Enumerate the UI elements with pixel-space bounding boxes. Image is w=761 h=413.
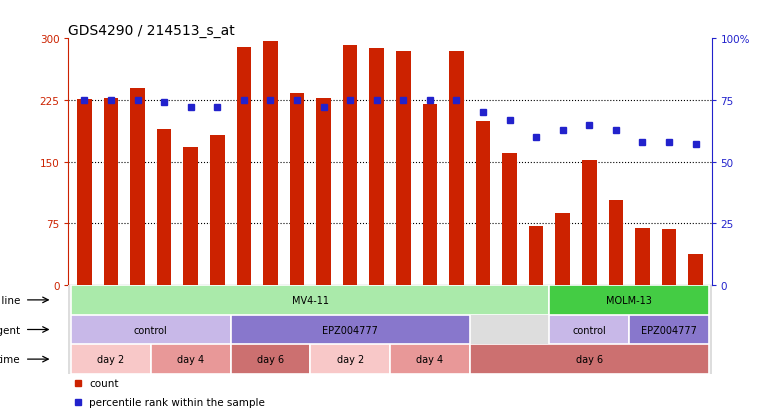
- Bar: [71, 285, 549, 315]
- Text: day 6: day 6: [257, 354, 284, 364]
- Bar: [582, 161, 597, 285]
- Text: EPZ004777: EPZ004777: [641, 325, 697, 335]
- Text: cell line: cell line: [0, 295, 21, 305]
- Text: day 2: day 2: [336, 354, 364, 364]
- Bar: [556, 213, 570, 285]
- Bar: [688, 254, 703, 285]
- Bar: [290, 94, 304, 285]
- Bar: [310, 344, 390, 374]
- Text: time: time: [0, 354, 21, 364]
- Bar: [263, 42, 278, 285]
- Text: EPZ004777: EPZ004777: [322, 325, 378, 335]
- Text: GDS4290 / 214513_s_at: GDS4290 / 214513_s_at: [68, 24, 235, 38]
- Bar: [183, 147, 198, 285]
- Bar: [390, 344, 470, 374]
- Text: day 6: day 6: [576, 354, 603, 364]
- Bar: [396, 52, 411, 285]
- Bar: [629, 315, 709, 344]
- Text: day 2: day 2: [97, 354, 125, 364]
- Bar: [549, 315, 629, 344]
- Text: day 4: day 4: [416, 354, 444, 364]
- Bar: [470, 344, 709, 374]
- Text: control: control: [572, 325, 607, 335]
- Text: count: count: [89, 378, 119, 388]
- Bar: [422, 105, 437, 285]
- Bar: [343, 46, 358, 285]
- Text: MV4-11: MV4-11: [291, 295, 329, 305]
- Bar: [77, 100, 92, 285]
- Bar: [529, 226, 543, 285]
- Text: control: control: [134, 325, 167, 335]
- Bar: [71, 315, 231, 344]
- Bar: [502, 154, 517, 285]
- Bar: [662, 230, 677, 285]
- Bar: [130, 88, 145, 285]
- Text: agent: agent: [0, 325, 21, 335]
- Bar: [369, 49, 384, 285]
- Bar: [71, 344, 151, 374]
- Bar: [231, 315, 470, 344]
- Text: percentile rank within the sample: percentile rank within the sample: [89, 397, 265, 407]
- Bar: [103, 98, 118, 285]
- Bar: [449, 52, 463, 285]
- Bar: [635, 228, 650, 285]
- Bar: [210, 136, 224, 285]
- Bar: [151, 344, 231, 374]
- Bar: [157, 130, 171, 285]
- Bar: [237, 47, 251, 285]
- Text: day 4: day 4: [177, 354, 204, 364]
- Text: MOLM-13: MOLM-13: [607, 295, 652, 305]
- Bar: [317, 98, 331, 285]
- Bar: [476, 121, 490, 285]
- Bar: [549, 285, 709, 315]
- Bar: [231, 344, 310, 374]
- Bar: [609, 201, 623, 285]
